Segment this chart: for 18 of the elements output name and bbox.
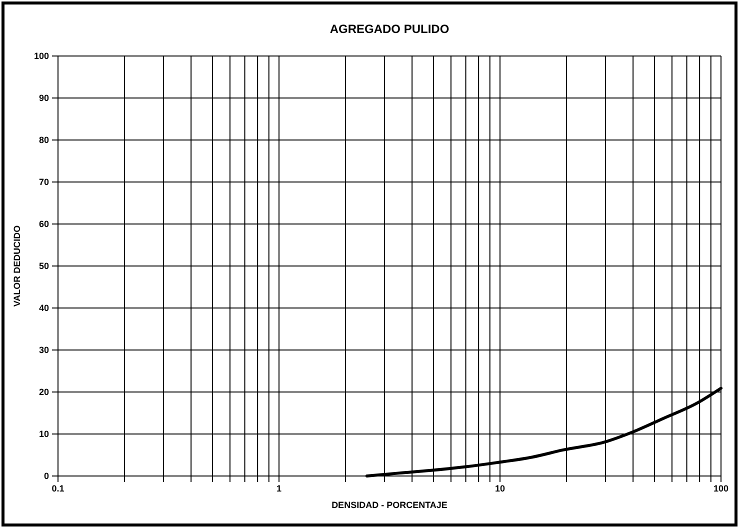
y-tick-label: 60 <box>38 218 49 229</box>
x-tick-label: 10 <box>494 483 506 494</box>
x-tick-label: 100 <box>713 483 729 494</box>
x-tick-label: 0.1 <box>52 483 64 494</box>
y-tick-label: 10 <box>38 428 49 439</box>
y-tick-label: 40 <box>38 302 49 313</box>
y-tick-label: 30 <box>38 344 49 355</box>
x-tick-label: 1 <box>276 483 282 494</box>
x-axis-title: DENSIDAD - PORCENTAJE <box>332 500 448 510</box>
chart-title: AGREGADO PULIDO <box>330 22 450 36</box>
y-tick-label: 80 <box>38 134 49 145</box>
y-axis-title: VALOR DEDUCIDO <box>12 225 22 307</box>
y-tick-label: 90 <box>38 92 49 103</box>
y-tick-label: 20 <box>38 386 49 397</box>
y-tick-label: 0 <box>44 470 49 481</box>
y-tick-label: 70 <box>38 176 49 187</box>
y-tick-label: 50 <box>38 260 49 271</box>
y-tick-label: 100 <box>34 50 49 61</box>
